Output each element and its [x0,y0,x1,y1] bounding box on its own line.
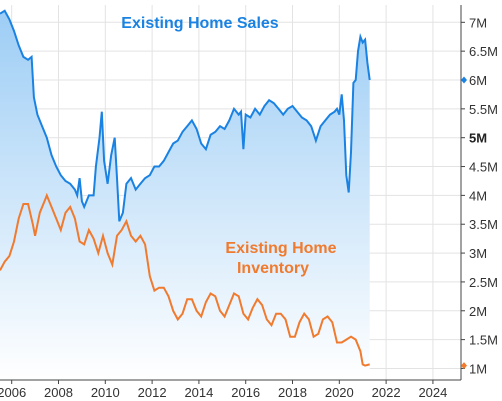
axes: 7M 6.5M 6M 5.5M 5M 4.5M 4M 3.5M 3M 2.5M 2M 1.5M 1M 20… [0,5,498,400]
x-tick-label: 2024 [418,385,447,400]
y-tick-label: 1.5M [469,333,498,348]
y-tick-label: 2M [469,304,487,319]
y-tick-label: 3M [469,246,487,261]
x-tick-label: 2010 [91,385,120,400]
series-sales-line [0,9,371,222]
x-tick-label: 2008 [44,385,73,400]
y-tick-label: 2.5M [469,275,498,290]
x-tick-label: 2018 [278,385,307,400]
marker-inventory-last-value [461,362,467,370]
x-tick-label: 2006 [0,385,26,400]
series-label-inventory-line1: Existing Home [225,240,336,257]
x-tick-label: 2022 [372,385,401,400]
series-sales-area [0,10,370,381]
y-tick-label: 4M [469,188,487,203]
y-tick-label: 6M [469,73,487,88]
y-tick-label: 4.5M [469,160,498,175]
y-tick-label: 7M [469,15,487,30]
x-tick-label: 2012 [138,385,167,400]
marker-sales-last-value [461,76,467,84]
series-label-sales: Existing Home Sales [121,15,278,32]
y-tick-label: 5M [469,131,487,146]
y-tick-label: 3.5M [469,217,498,232]
series-labels: Existing Home Sales Existing Home Invent… [121,15,336,277]
y-tick-label: 5.5M [469,102,498,117]
x-tick-label: 2020 [325,385,354,400]
last-value-markers [461,76,467,370]
series-label-inventory-line2: Inventory [237,260,309,277]
y-tick-label: 1M [469,361,487,376]
x-tick-label: 2016 [231,385,260,400]
y-tick-label: 6.5M [469,44,498,59]
series-inventory-line [0,192,370,367]
x-tick-label: 2014 [184,385,213,400]
